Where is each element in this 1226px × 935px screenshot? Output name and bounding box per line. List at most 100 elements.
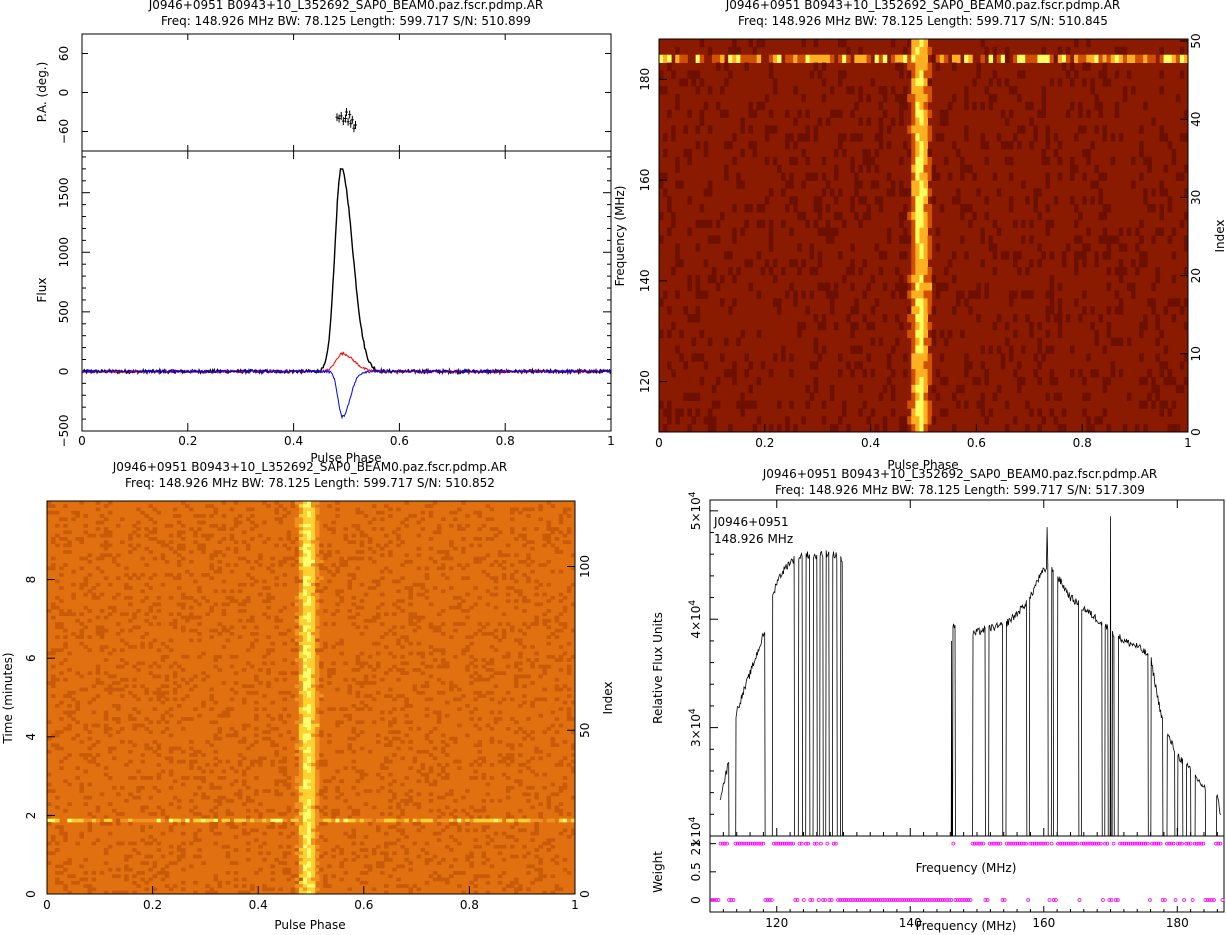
heatmap-cell	[311, 717, 316, 721]
heatmap-cell	[542, 730, 547, 734]
heatmap-cell	[152, 638, 158, 643]
heatmap-cell	[311, 710, 316, 715]
heatmap-cell	[501, 559, 507, 564]
heatmap-cell	[440, 664, 446, 669]
heatmap-cell	[964, 400, 969, 409]
heatmap-cell	[789, 180, 794, 189]
heatmap-cell	[715, 54, 721, 63]
heatmap-cell	[116, 707, 121, 711]
heatmap-cell	[858, 408, 863, 417]
pf-x-tick-label: 1	[1184, 436, 1192, 450]
heatmap-cell	[47, 566, 52, 571]
heatmap-cell	[923, 337, 928, 346]
heatmap-cell	[489, 537, 495, 541]
heatmap-cell	[683, 306, 688, 315]
heatmap-cell	[408, 746, 413, 751]
heatmap-cell	[294, 802, 300, 806]
heatmap-cell	[943, 376, 949, 386]
heatmap-cell	[116, 687, 121, 692]
heatmap-cell	[311, 867, 316, 872]
heatmap-cell	[1082, 376, 1087, 386]
heatmap-cell	[91, 841, 97, 846]
heatmap-cell	[1183, 298, 1189, 307]
heatmap-cell	[168, 759, 174, 764]
heatmap-cell	[1139, 400, 1144, 409]
heatmap-cell	[111, 648, 117, 653]
heatmap-cell	[899, 62, 904, 71]
heatmap-cell	[546, 654, 552, 659]
heatmap-cell	[375, 861, 381, 865]
heatmap-cell	[148, 818, 153, 823]
heatmap-cell	[95, 582, 101, 587]
heatmap-cell	[465, 733, 470, 738]
heatmap-cell	[497, 717, 503, 721]
heatmap-cell	[420, 615, 426, 620]
heatmap-cell	[1086, 54, 1091, 63]
heatmap-cell	[915, 227, 920, 236]
heatmap-cell	[890, 290, 896, 299]
heatmap-cell	[679, 78, 684, 87]
heatmap-cell	[514, 589, 519, 594]
heatmap-cell	[103, 713, 109, 718]
heatmap-cell	[99, 681, 105, 685]
heatmap-cell	[116, 523, 121, 528]
heatmap-cell	[416, 769, 422, 774]
heatmap-cell	[667, 306, 672, 315]
heatmap-cell	[1069, 62, 1075, 71]
heatmap-cell	[534, 579, 539, 584]
heatmap-cell	[915, 219, 920, 229]
heatmap-cell	[116, 867, 121, 872]
heatmap-cell	[522, 527, 527, 531]
heatmap-cell	[554, 687, 560, 692]
heatmap-cell	[160, 694, 166, 698]
heatmap-cell	[351, 523, 357, 528]
heatmap-cell	[298, 740, 304, 744]
heatmap-cell	[703, 141, 709, 150]
heatmap-cell	[1155, 337, 1160, 346]
heatmap-cell	[67, 668, 72, 672]
heatmap-cell	[343, 857, 348, 862]
heatmap-cell	[501, 759, 507, 764]
heatmap-cell	[931, 337, 937, 346]
heatmap-cell	[858, 361, 863, 370]
heatmap-cell	[144, 726, 149, 731]
heatmap-cell	[87, 553, 93, 558]
heatmap-cell	[266, 648, 271, 653]
heatmap-cell	[388, 507, 393, 512]
heatmap-cell	[172, 746, 178, 751]
heatmap-cell	[152, 507, 158, 512]
heatmap-cell	[128, 645, 133, 649]
heatmap-cell	[1179, 54, 1185, 63]
heatmap-cell	[850, 204, 855, 213]
heatmap-cell	[327, 707, 332, 711]
heatmap-cell	[424, 736, 430, 741]
heatmap-cell	[302, 537, 308, 541]
heatmap-cell	[197, 546, 202, 551]
heatmap-cell	[282, 697, 288, 702]
heatmap-cell	[388, 569, 393, 574]
heatmap-cell	[315, 772, 320, 777]
heatmap-cell	[550, 736, 556, 741]
heatmap-cell	[1098, 109, 1103, 118]
heatmap-cell	[485, 677, 491, 682]
heatmap-cell	[91, 818, 97, 823]
heatmap-cell	[331, 818, 336, 823]
heatmap-cell	[501, 772, 507, 777]
heatmap-cell	[976, 376, 981, 386]
heatmap-cell	[907, 400, 912, 409]
heatmap-cell	[311, 831, 316, 836]
heatmap-cell	[972, 290, 977, 299]
heatmap-cell	[71, 818, 76, 823]
heatmap-cell	[315, 543, 320, 548]
heatmap-cell	[120, 726, 125, 731]
heatmap-cell	[160, 543, 166, 548]
heatmap-cell	[323, 641, 328, 646]
heatmap-cell	[302, 785, 308, 790]
heatmap-cell	[335, 720, 340, 725]
heatmap-cell	[707, 46, 713, 56]
heatmap-cell	[1008, 172, 1014, 181]
heatmap-cell	[1004, 321, 1010, 331]
heatmap-cell	[156, 609, 162, 613]
heatmap-cell	[505, 651, 511, 656]
heatmap-cell	[172, 818, 178, 823]
